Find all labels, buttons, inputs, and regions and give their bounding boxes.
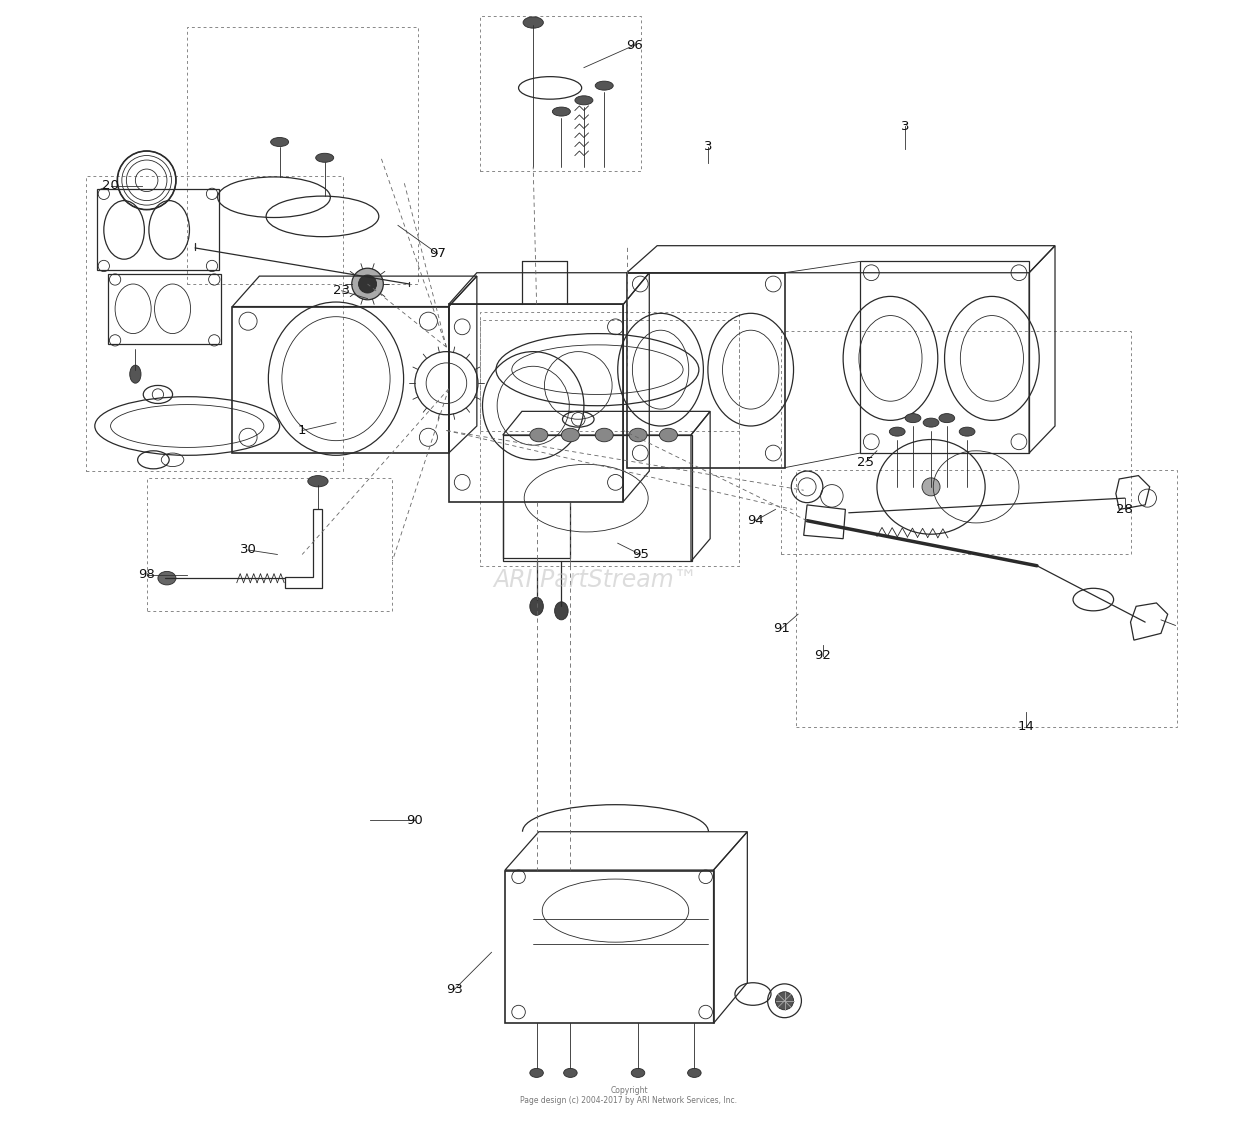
Ellipse shape xyxy=(595,81,613,90)
Text: 91: 91 xyxy=(772,622,790,636)
Ellipse shape xyxy=(555,602,569,620)
Text: 23: 23 xyxy=(333,284,350,298)
Text: 94: 94 xyxy=(747,514,764,527)
Bar xyxy=(147,478,392,611)
Ellipse shape xyxy=(561,428,580,442)
Ellipse shape xyxy=(159,571,176,585)
Bar xyxy=(503,435,692,561)
Ellipse shape xyxy=(316,153,333,162)
Ellipse shape xyxy=(595,428,613,442)
Ellipse shape xyxy=(564,1068,577,1077)
Ellipse shape xyxy=(552,107,570,116)
Text: ARI PartStream™: ARI PartStream™ xyxy=(493,568,697,593)
Ellipse shape xyxy=(308,476,328,487)
Bar xyxy=(796,470,1176,727)
Text: 95: 95 xyxy=(632,548,649,561)
Ellipse shape xyxy=(629,428,647,442)
Text: 90: 90 xyxy=(406,814,423,827)
Circle shape xyxy=(359,275,376,293)
Text: 97: 97 xyxy=(429,247,445,260)
Text: 98: 98 xyxy=(138,568,155,582)
Ellipse shape xyxy=(922,478,940,496)
Bar xyxy=(86,176,342,471)
Text: 20: 20 xyxy=(102,179,120,193)
Ellipse shape xyxy=(889,427,905,436)
Ellipse shape xyxy=(130,365,141,383)
Ellipse shape xyxy=(530,428,547,442)
Text: 14: 14 xyxy=(1018,720,1034,734)
Text: 92: 92 xyxy=(814,649,832,663)
Text: Copyright
Page design (c) 2004-2017 by ARI Network Services, Inc.: Copyright Page design (c) 2004-2017 by A… xyxy=(521,1085,737,1106)
Text: 93: 93 xyxy=(445,983,463,996)
Ellipse shape xyxy=(959,427,975,436)
Text: 3: 3 xyxy=(703,140,712,153)
Ellipse shape xyxy=(938,414,955,423)
Text: 1: 1 xyxy=(298,424,307,437)
Text: 30: 30 xyxy=(239,543,257,557)
Bar xyxy=(449,304,624,502)
Ellipse shape xyxy=(270,137,288,147)
Bar xyxy=(781,331,1131,554)
Ellipse shape xyxy=(530,1068,543,1077)
Bar xyxy=(97,189,219,270)
Ellipse shape xyxy=(923,418,938,427)
Text: 96: 96 xyxy=(626,38,643,52)
Ellipse shape xyxy=(905,414,921,423)
Bar xyxy=(481,312,740,431)
Text: 3: 3 xyxy=(901,119,910,133)
Ellipse shape xyxy=(632,1068,645,1077)
Bar xyxy=(187,27,418,284)
Bar xyxy=(108,274,221,344)
Bar xyxy=(481,320,740,566)
Bar xyxy=(504,871,713,1023)
Ellipse shape xyxy=(523,17,543,28)
Text: 28: 28 xyxy=(1116,503,1133,516)
Circle shape xyxy=(352,268,384,300)
Ellipse shape xyxy=(530,597,543,615)
Ellipse shape xyxy=(688,1068,701,1077)
Bar xyxy=(481,16,642,171)
Ellipse shape xyxy=(575,96,593,105)
Ellipse shape xyxy=(659,428,678,442)
Text: 25: 25 xyxy=(857,455,874,469)
Circle shape xyxy=(775,992,794,1010)
